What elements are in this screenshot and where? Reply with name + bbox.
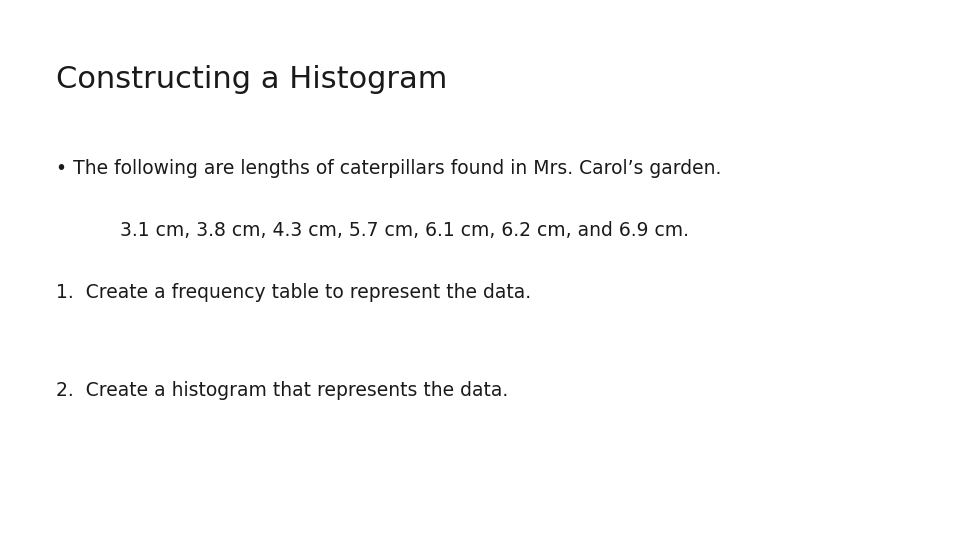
Text: 2.  Create a histogram that represents the data.: 2. Create a histogram that represents th… (56, 381, 508, 400)
Text: 1.  Create a frequency table to represent the data.: 1. Create a frequency table to represent… (56, 284, 531, 302)
Text: • The following are lengths of caterpillars found in Mrs. Carol’s garden.: • The following are lengths of caterpill… (56, 159, 721, 178)
Text: 3.1 cm, 3.8 cm, 4.3 cm, 5.7 cm, 6.1 cm, 6.2 cm, and 6.9 cm.: 3.1 cm, 3.8 cm, 4.3 cm, 5.7 cm, 6.1 cm, … (120, 221, 689, 240)
Text: Constructing a Histogram: Constructing a Histogram (56, 65, 447, 94)
